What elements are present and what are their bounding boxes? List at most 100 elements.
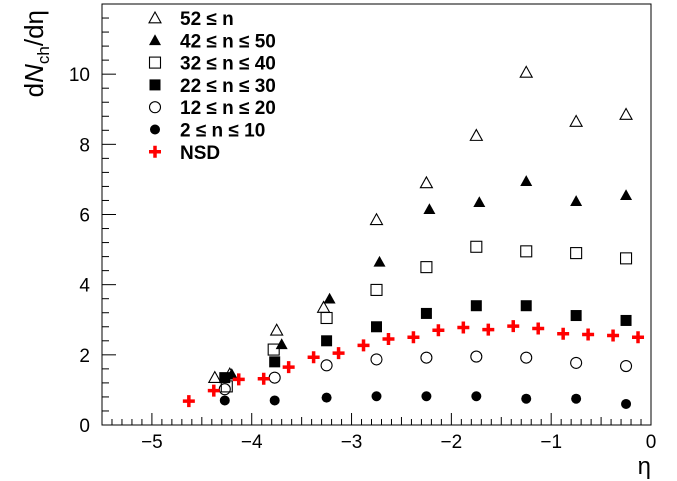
data-point-cross: [432, 324, 445, 337]
data-point-open-square: [520, 245, 533, 258]
data-point-open-square: [619, 252, 633, 265]
data-point-filled-circle: [571, 393, 582, 404]
data-point-cross: [332, 347, 345, 360]
data-point-filled-circle: [421, 391, 432, 402]
data-point-filled-square: [371, 321, 382, 333]
data-point-filled-square: [470, 300, 482, 312]
data-point-cross: [457, 321, 470, 334]
data-point-filled-square: [321, 335, 333, 347]
data-point-open-circle: [619, 360, 633, 373]
data-point-filled-circle: [219, 395, 230, 406]
data-point-open-square: [267, 343, 280, 356]
data-point-open-circle: [420, 351, 433, 364]
legend-marker-open-triangle: [148, 10, 162, 24]
legend-label: 2 ≤ n ≤ 10: [180, 121, 265, 142]
data-point-filled-square: [520, 300, 532, 312]
x-tick-label: −1: [540, 432, 562, 453]
data-point-open-circle: [470, 350, 483, 363]
data-point-cross: [582, 328, 595, 341]
y-tick-label: 8: [79, 135, 90, 156]
data-point-cross: [282, 361, 295, 374]
legend-label: 42 ≤ n ≤ 50: [180, 31, 276, 52]
ticks: [101, 3, 652, 426]
x-tick-label: −3: [341, 432, 363, 453]
x-tick-label: −4: [241, 432, 263, 453]
legend-marker-filled-circle: [150, 124, 160, 135]
data-point-filled-triangle: [373, 255, 386, 267]
data-point-filled-triangle: [620, 189, 633, 201]
data-point-filled-circle: [371, 391, 382, 402]
data-point-open-circle: [520, 351, 533, 364]
data-point-cross: [232, 373, 245, 386]
data-point-cross: [557, 327, 570, 340]
data-point-cross: [382, 333, 395, 346]
y-tick-label: 6: [79, 206, 90, 227]
data-point-cross: [357, 339, 370, 352]
data-point-open-triangle: [419, 175, 434, 189]
data-point-filled-circle: [471, 391, 482, 402]
y-tick-label: 0: [79, 416, 90, 437]
data-point-open-square: [370, 283, 383, 296]
data-point-cross: [632, 331, 645, 344]
data-point-open-triangle: [469, 128, 484, 141]
data-point-cross: [307, 351, 320, 364]
data-point-cross: [182, 395, 195, 408]
data-point-cross: [607, 329, 620, 342]
legend-label: 12 ≤ n ≤ 20: [180, 98, 276, 119]
data-point-filled-triangle: [323, 292, 336, 304]
legend-label: NSD: [180, 143, 220, 164]
y-axis-label-prefix: d: [19, 83, 49, 97]
data-point-cross: [532, 322, 545, 335]
data-point-cross: [257, 372, 270, 385]
y-tick-label: 10: [69, 65, 90, 86]
data-point-cross: [482, 323, 495, 336]
data-point-open-triangle: [269, 323, 284, 336]
tick-labels: −5 −4 −3 −2 −1 0 0 2 4 6 8 10: [69, 65, 656, 453]
data-points: [182, 65, 645, 409]
data-point-filled-square: [570, 310, 582, 322]
y-axis-label-n: N: [19, 64, 49, 83]
data-point-filled-triangle: [520, 175, 533, 186]
data-point-open-square: [320, 311, 333, 325]
data-point-filled-triangle: [423, 203, 436, 215]
data-point-cross: [407, 331, 420, 344]
data-point-open-triangle: [369, 212, 384, 226]
y-axis-label-sub: ch: [34, 46, 53, 64]
y-tick-label: 2: [79, 346, 90, 367]
data-point-open-triangle: [519, 65, 534, 78]
y-tick-label: 4: [79, 276, 90, 297]
data-point-filled-circle: [269, 395, 280, 406]
legend-marker-open-circle: [148, 101, 162, 114]
legend-marker-filled-square: [149, 79, 161, 91]
legend-marker-filled-triangle: [149, 34, 161, 46]
x-tick-label: −5: [141, 432, 163, 453]
x-tick-label: 0: [646, 432, 657, 453]
data-point-filled-square: [420, 307, 432, 319]
data-point-cross: [207, 384, 220, 397]
y-axis-label-suffix: /dη: [19, 10, 49, 46]
data-point-filled-circle: [521, 393, 532, 404]
data-point-filled-square: [620, 314, 632, 326]
data-point-open-square: [570, 247, 583, 260]
data-point-open-square: [470, 240, 483, 253]
data-point-open-triangle: [569, 114, 584, 127]
data-point-open-circle: [370, 353, 383, 366]
legend-label: 32 ≤ n ≤ 40: [180, 54, 276, 75]
data-point-filled-circle: [621, 398, 632, 409]
data-point-open-circle: [320, 359, 333, 372]
legend-label: 52 ≤ n: [180, 9, 234, 30]
data-point-open-circle: [570, 356, 583, 369]
data-point-open-triangle: [619, 107, 633, 120]
x-tick-label: −2: [441, 432, 463, 453]
x-axis-label: η: [638, 453, 651, 480]
data-point-filled-square: [219, 372, 231, 384]
data-point-open-circle: [268, 371, 281, 384]
legend-marker-cross: [149, 145, 161, 158]
y-axis-label: dNch/dη: [19, 10, 53, 97]
legend-label: 22 ≤ n ≤ 30: [180, 76, 276, 97]
data-point-open-square: [420, 261, 433, 274]
data-point-filled-triangle: [473, 196, 486, 208]
data-point-cross: [507, 320, 520, 333]
